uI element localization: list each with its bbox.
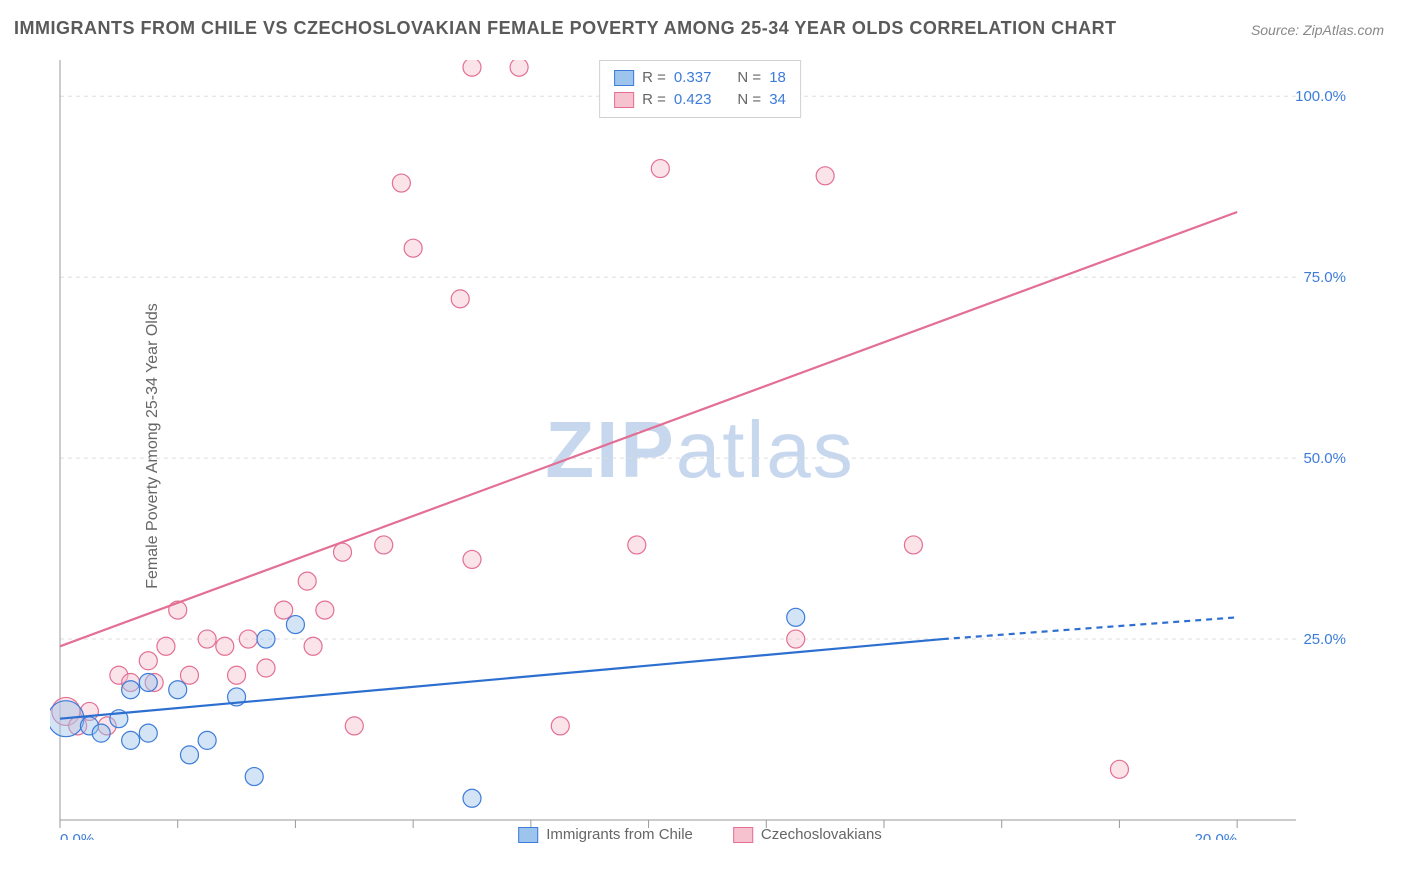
legend-n-label: N = — [737, 89, 761, 111]
data-point — [275, 601, 293, 619]
data-point — [286, 616, 304, 634]
y-tick-label: 75.0% — [1303, 269, 1346, 286]
legend-series-item: Czechoslovakians — [733, 826, 882, 843]
data-point — [404, 239, 422, 257]
legend-r-label: R = — [642, 67, 666, 89]
data-point — [169, 681, 187, 699]
data-point — [463, 789, 481, 807]
data-point — [316, 601, 334, 619]
data-point — [228, 666, 246, 684]
legend-r-label: R = — [642, 89, 666, 111]
data-point — [245, 768, 263, 786]
y-tick-label: 100.0% — [1295, 88, 1346, 105]
data-point — [787, 608, 805, 626]
data-point — [239, 630, 257, 648]
data-point — [92, 724, 110, 742]
legend-stats-row: R = 0.337 N = 18 — [614, 67, 786, 89]
legend-r-value: 0.423 — [674, 89, 712, 111]
data-point — [304, 637, 322, 655]
data-point — [463, 60, 481, 76]
data-point — [216, 637, 234, 655]
legend-swatch — [733, 827, 753, 843]
legend-series: Immigrants from Chile Czechoslovakians — [518, 826, 882, 843]
legend-r-value: 0.337 — [674, 67, 712, 89]
x-tick-label: 0.0% — [60, 831, 94, 840]
data-point — [345, 717, 363, 735]
data-point — [257, 659, 275, 677]
data-point — [139, 652, 157, 670]
data-point — [392, 174, 410, 192]
data-point — [375, 536, 393, 554]
data-point — [334, 543, 352, 561]
data-point — [180, 746, 198, 764]
data-point — [463, 550, 481, 568]
data-point — [139, 673, 157, 691]
legend-series-item: Immigrants from Chile — [518, 826, 693, 843]
legend-n-label: N = — [737, 67, 761, 89]
data-point — [510, 60, 528, 76]
data-point — [198, 731, 216, 749]
x-tick-label: 20.0% — [1195, 831, 1238, 840]
legend-stats: R = 0.337 N = 18 R = 0.423 N = 34 — [599, 60, 801, 118]
y-tick-label: 50.0% — [1303, 450, 1346, 467]
data-point — [1110, 760, 1128, 778]
data-point — [651, 160, 669, 178]
data-point — [122, 731, 140, 749]
legend-series-label: Czechoslovakians — [761, 826, 882, 843]
data-point — [451, 290, 469, 308]
data-point — [198, 630, 216, 648]
data-point — [816, 167, 834, 185]
data-point — [139, 724, 157, 742]
data-point — [298, 572, 316, 590]
y-tick-label: 25.0% — [1303, 631, 1346, 648]
chart-title: IMMIGRANTS FROM CHILE VS CZECHOSLOVAKIAN… — [14, 18, 1117, 39]
data-point — [257, 630, 275, 648]
scatter-chart: 25.0% 50.0% 75.0% 100.0% 0.0% 20.0% — [50, 60, 1350, 840]
legend-swatch — [614, 70, 634, 86]
data-point — [904, 536, 922, 554]
plot-area: ZIPatlas 25.0%50.0%75.0%100.0%0.0%20.0% … — [50, 60, 1350, 840]
data-point — [551, 717, 569, 735]
legend-n-value: 34 — [769, 89, 786, 111]
legend-swatch — [518, 827, 538, 843]
legend-n-value: 18 — [769, 67, 786, 89]
data-point — [122, 681, 140, 699]
data-point — [157, 637, 175, 655]
legend-stats-row: R = 0.423 N = 34 — [614, 89, 786, 111]
data-point — [787, 630, 805, 648]
legend-series-label: Immigrants from Chile — [546, 826, 693, 843]
source-attribution: Source: ZipAtlas.com — [1251, 22, 1384, 38]
legend-swatch — [614, 92, 634, 108]
data-point — [628, 536, 646, 554]
data-point — [180, 666, 198, 684]
